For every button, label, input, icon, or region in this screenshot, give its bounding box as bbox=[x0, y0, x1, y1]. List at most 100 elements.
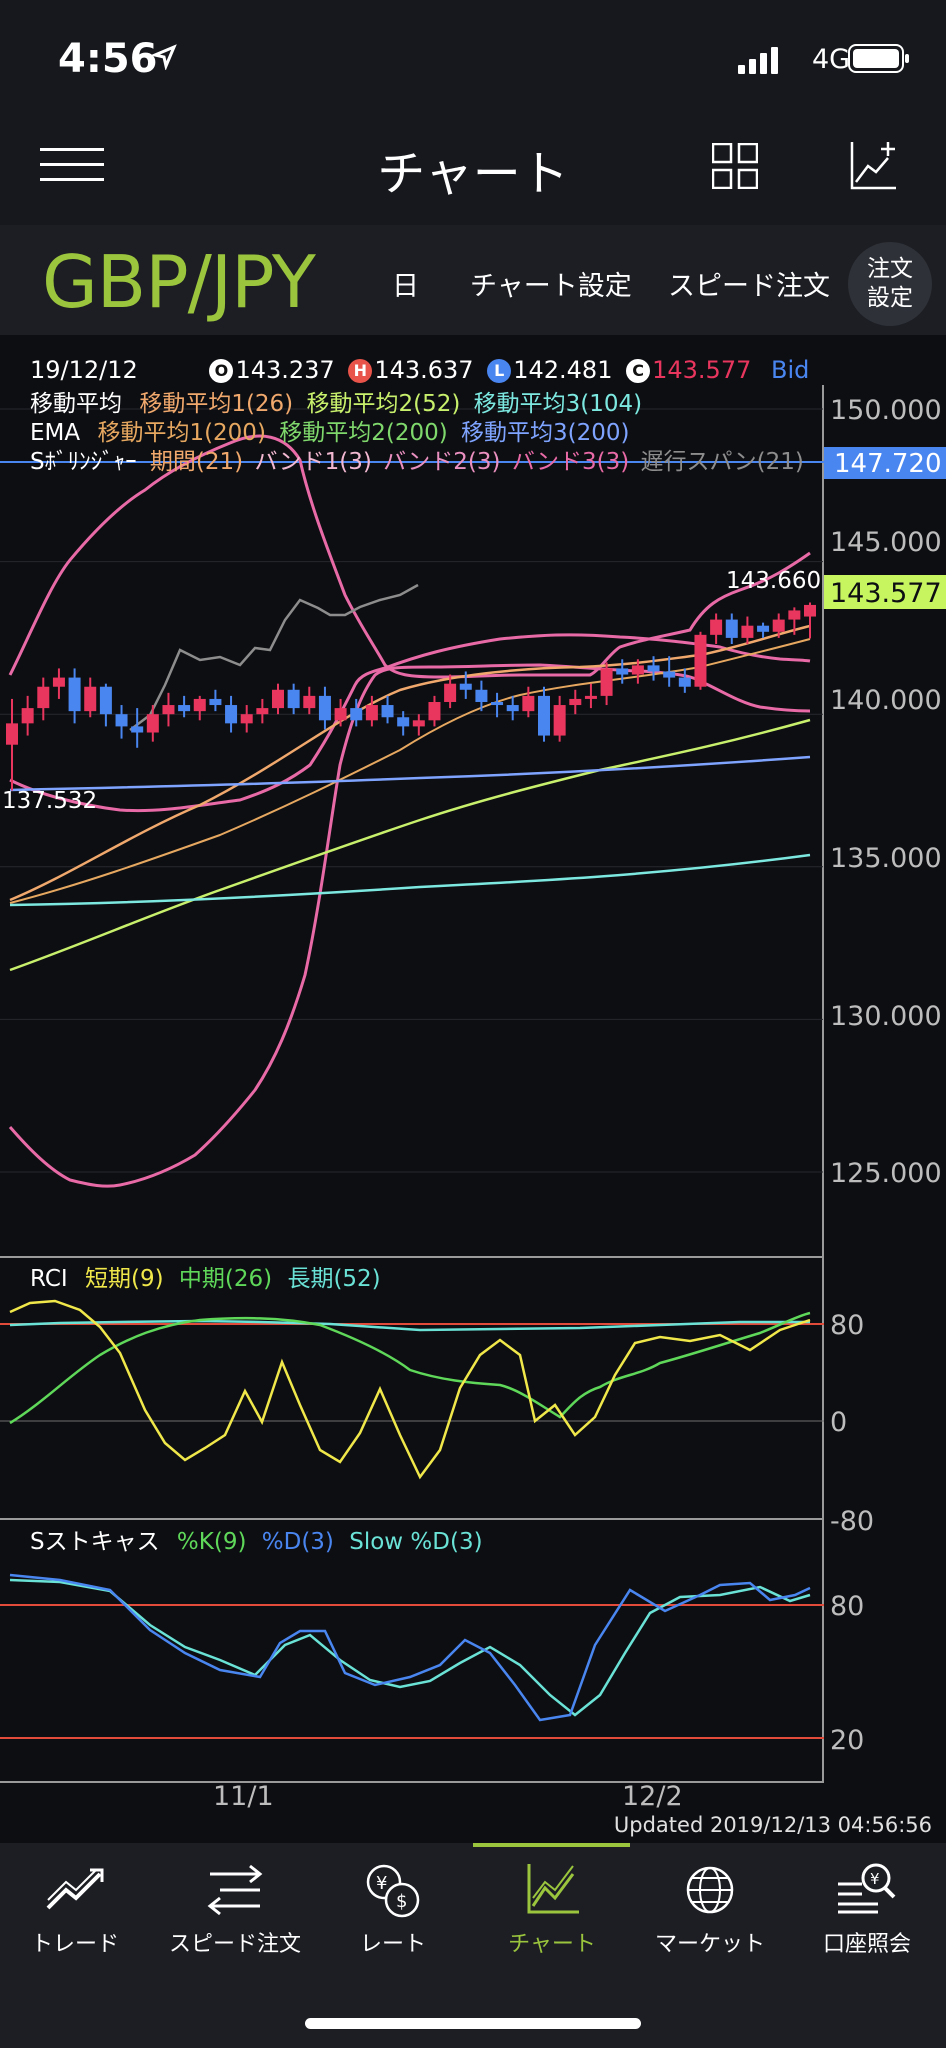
tab-trade[interactable]: トレード bbox=[0, 1860, 154, 1958]
chart-settings-button[interactable]: チャート設定 bbox=[470, 271, 632, 302]
svg-text:¥: ¥ bbox=[376, 1873, 387, 1894]
tab-label: チャート bbox=[508, 1932, 596, 1957]
close-icon: C bbox=[626, 359, 651, 383]
candlesticks bbox=[6, 602, 816, 791]
ma-legend-label: 移動平均 bbox=[30, 391, 122, 417]
home-indicator bbox=[305, 2018, 641, 2029]
updated-timestamp: Updated 2019/12/13 04:56:56 bbox=[613, 1813, 932, 1837]
candle-body bbox=[21, 708, 34, 724]
price-tick: 145.000 bbox=[830, 527, 942, 558]
candle-body bbox=[428, 701, 441, 721]
tab-speed-order[interactable]: スピード注文 bbox=[156, 1860, 314, 1958]
tab-label: トレード bbox=[30, 1932, 119, 1957]
rate-icon: ¥$ bbox=[366, 1864, 420, 1918]
rci-long-legend: 長期(52) bbox=[287, 1266, 381, 1292]
rci-tick: -80 bbox=[830, 1506, 874, 1537]
ema2-legend: 移動平均2(200) bbox=[279, 420, 448, 446]
tab-account[interactable]: ¥ 口座照会 bbox=[788, 1860, 946, 1958]
hamburger-menu-icon[interactable] bbox=[40, 148, 104, 182]
lagging-span-legend: 遅行スパン(21) bbox=[640, 449, 804, 475]
candle-body bbox=[538, 695, 550, 736]
stoch-legend-label: Sストキャス bbox=[30, 1529, 160, 1555]
candle-body bbox=[131, 726, 144, 733]
candle-body bbox=[115, 714, 128, 727]
candle-body bbox=[569, 698, 582, 706]
order-settings-button[interactable]: 注文 設定 bbox=[848, 242, 932, 326]
candle-body bbox=[772, 619, 785, 632]
ema3-line bbox=[9, 853, 811, 907]
candle-body bbox=[68, 677, 81, 712]
svg-text:$: $ bbox=[396, 1891, 407, 1912]
status-time: 4:56 bbox=[58, 36, 158, 82]
candle-body bbox=[788, 610, 801, 620]
svg-text:¥: ¥ bbox=[870, 1870, 880, 1888]
rci-tick: 80 bbox=[830, 1310, 864, 1341]
candle-body bbox=[553, 705, 566, 736]
stoch-slow-d-line bbox=[9, 1578, 811, 1717]
candle-body bbox=[225, 705, 238, 724]
open-icon: O bbox=[209, 359, 234, 383]
stoch-k-legend: %K(9) bbox=[176, 1529, 247, 1555]
ma3-legend: 移動平均3(104) bbox=[473, 391, 643, 417]
x-tick: 12/2 bbox=[622, 1781, 683, 1810]
candle-body bbox=[584, 695, 597, 699]
tab-label: レート bbox=[359, 1932, 426, 1957]
lagging-span-line bbox=[129, 583, 419, 731]
location-arrow-icon bbox=[152, 44, 177, 70]
tab-bar bbox=[0, 1843, 946, 2048]
candle-body bbox=[475, 689, 488, 702]
rci-tick: 0 bbox=[830, 1407, 847, 1438]
candle-body bbox=[616, 668, 629, 675]
rci-mid-legend: 中期(26) bbox=[178, 1266, 273, 1292]
stoch-legend: Sストキャス %K(9) %D(3) Slow %D(3) bbox=[30, 1522, 483, 1556]
candle-body bbox=[381, 705, 394, 718]
candle-body bbox=[99, 686, 112, 715]
symbol-bar bbox=[0, 225, 946, 335]
current-price-label: 143.577 bbox=[830, 578, 942, 609]
speed-order-button[interactable]: スピード注文 bbox=[668, 271, 830, 302]
candle-body bbox=[647, 665, 660, 672]
candle-body bbox=[741, 625, 754, 638]
ohlc-readout: 19/12/12 O 143.237 H 143.637 L 142.481 C 143… bbox=[30, 356, 809, 384]
network-type: 4G bbox=[812, 44, 851, 75]
low-marker-label: 137.532 bbox=[2, 788, 97, 814]
candle-body bbox=[84, 686, 97, 712]
bollinger-middle-band bbox=[9, 633, 811, 813]
tab-label: スピード注文 bbox=[168, 1932, 301, 1957]
tab-market[interactable]: マーケット bbox=[631, 1860, 789, 1958]
reference-price-label: 147.720 bbox=[834, 449, 942, 479]
candle-body bbox=[334, 708, 347, 721]
candle-body bbox=[522, 695, 535, 712]
tab-rate[interactable]: ¥ $ レート bbox=[314, 1860, 472, 1958]
candle-body bbox=[303, 695, 316, 709]
low-icon: L bbox=[487, 359, 512, 383]
candle-body bbox=[757, 625, 770, 632]
candle-body bbox=[6, 723, 18, 745]
ohlc-open: 143.237 bbox=[235, 356, 335, 384]
candle-body bbox=[663, 671, 676, 678]
ohlc-date: 19/12/12 bbox=[30, 356, 138, 384]
tab-chart[interactable]: チャート bbox=[473, 1860, 631, 1958]
ohlc-low: 142.481 bbox=[513, 356, 613, 384]
order-settings-line1: 注文 bbox=[867, 256, 913, 282]
period-button[interactable]: 日 bbox=[392, 271, 419, 302]
stoch-tick: 20 bbox=[830, 1725, 864, 1756]
chart-icon bbox=[527, 1864, 579, 1914]
bollinger-upper-band bbox=[8, 434, 811, 679]
current-price-tag bbox=[824, 575, 946, 609]
rci-mid-line bbox=[9, 1311, 811, 1425]
add-indicator-icon[interactable] bbox=[850, 140, 898, 190]
grid-layout-icon[interactable] bbox=[712, 143, 758, 189]
tab-label: 口座照会 bbox=[822, 1932, 911, 1957]
stoch-d-legend: %D(3) bbox=[261, 1529, 334, 1555]
price-tick: 125.000 bbox=[830, 1158, 942, 1189]
ema1-line bbox=[9, 755, 811, 792]
rci-legend: RCI 短期(9) 中期(26) 長期(52) bbox=[30, 1259, 381, 1293]
bollinger-band1-legend: バンド1(3) bbox=[254, 449, 372, 475]
currency-pair-button[interactable]: GBP/JPY bbox=[42, 240, 316, 324]
bollinger-band3-legend: バンド3(3) bbox=[511, 449, 630, 475]
candle-body bbox=[491, 701, 504, 706]
bollinger-legend: Sﾎﾞﾘﾝｼﾞｬｰ 期間(21) バンド1(3) バンド2(3) バンド3(3)… bbox=[30, 442, 804, 476]
candle-body bbox=[162, 705, 175, 715]
chart-area[interactable]: 150.000 145.000 140.000 135.000 130.000 … bbox=[0, 385, 946, 1810]
